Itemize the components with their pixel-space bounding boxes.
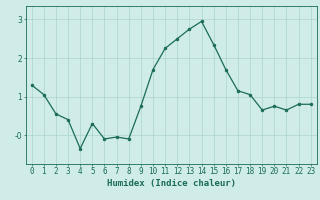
X-axis label: Humidex (Indice chaleur): Humidex (Indice chaleur) (107, 179, 236, 188)
